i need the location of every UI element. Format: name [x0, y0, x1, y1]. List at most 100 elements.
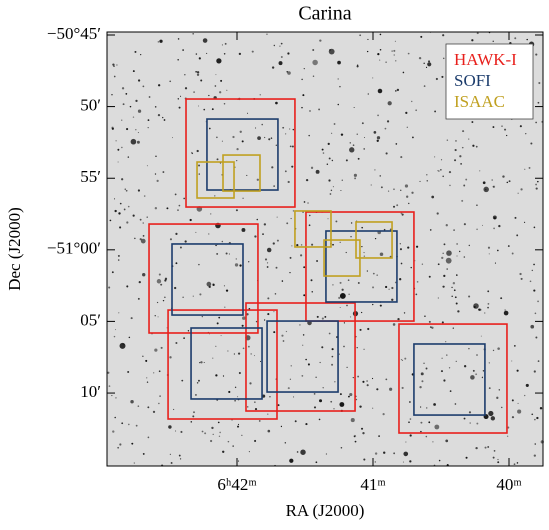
star: [222, 450, 225, 453]
star: [420, 430, 422, 433]
star: [514, 216, 517, 219]
star: [142, 452, 145, 455]
star: [308, 224, 311, 227]
star: [196, 71, 200, 74]
star: [281, 280, 284, 282]
star: [366, 270, 369, 272]
star: [446, 354, 448, 356]
x-axis-label: RA (J2000): [286, 501, 365, 520]
star: [178, 204, 181, 207]
star: [302, 211, 304, 213]
star: [531, 269, 534, 272]
star: [423, 362, 425, 364]
star: [427, 60, 431, 63]
star: [341, 179, 343, 181]
star: [442, 175, 444, 178]
star: [425, 435, 428, 438]
star: [147, 127, 149, 129]
star: [115, 397, 117, 399]
star: [286, 71, 288, 73]
star: [339, 281, 342, 284]
star: [428, 275, 431, 278]
star: [488, 387, 491, 390]
star: [305, 178, 309, 182]
star: [140, 238, 146, 244]
star: [514, 37, 517, 40]
star: [440, 159, 443, 161]
star: [372, 272, 375, 275]
star: [394, 40, 396, 42]
star: [493, 227, 495, 230]
star: [493, 217, 496, 220]
star: [222, 375, 225, 377]
y-tick-label: 55′: [80, 167, 101, 186]
star: [400, 156, 403, 159]
star: [399, 243, 401, 245]
star: [385, 285, 388, 289]
star: [460, 162, 463, 165]
star: [198, 57, 201, 60]
star: [361, 122, 364, 125]
star: [315, 169, 320, 174]
star: [318, 108, 321, 111]
star: [142, 355, 144, 357]
star: [453, 289, 456, 292]
star: [264, 136, 266, 139]
star: [372, 286, 375, 289]
star: [277, 404, 280, 407]
star: [330, 189, 333, 192]
star: [273, 44, 276, 47]
star: [480, 335, 482, 337]
star: [501, 125, 503, 127]
star: [119, 202, 122, 205]
star: [300, 254, 303, 257]
star: [193, 411, 195, 414]
star: [415, 109, 417, 112]
star: [534, 312, 537, 315]
star: [163, 119, 166, 121]
star: [177, 59, 179, 61]
star: [303, 67, 305, 70]
star: [363, 136, 366, 139]
star: [142, 235, 145, 237]
star: [276, 239, 279, 242]
star: [362, 380, 365, 383]
star: [224, 306, 226, 308]
star: [153, 372, 155, 374]
star: [122, 103, 125, 106]
star: [482, 369, 485, 372]
star: [461, 146, 464, 149]
footprint-box: [266, 320, 339, 393]
star: [292, 128, 295, 131]
star: [179, 246, 182, 249]
star: [307, 363, 310, 366]
star: [214, 195, 216, 197]
star: [237, 460, 240, 462]
star: [519, 125, 522, 128]
star: [333, 408, 335, 410]
star: [331, 363, 334, 366]
star: [402, 71, 405, 74]
star: [408, 202, 410, 205]
star: [479, 170, 481, 172]
star: [535, 53, 538, 56]
star: [516, 234, 519, 237]
star: [198, 105, 200, 107]
star: [146, 377, 148, 379]
star: [211, 108, 214, 111]
star: [128, 423, 130, 426]
star: [359, 328, 362, 331]
star: [236, 159, 238, 162]
star: [426, 180, 428, 182]
star: [492, 186, 494, 188]
star: [406, 195, 409, 198]
star: [307, 202, 309, 204]
star: [266, 266, 269, 268]
footprint-box: [185, 98, 296, 208]
star: [201, 430, 204, 433]
star: [200, 79, 203, 82]
star: [300, 244, 303, 246]
star: [523, 221, 526, 223]
star: [490, 416, 496, 421]
star: [201, 315, 204, 318]
